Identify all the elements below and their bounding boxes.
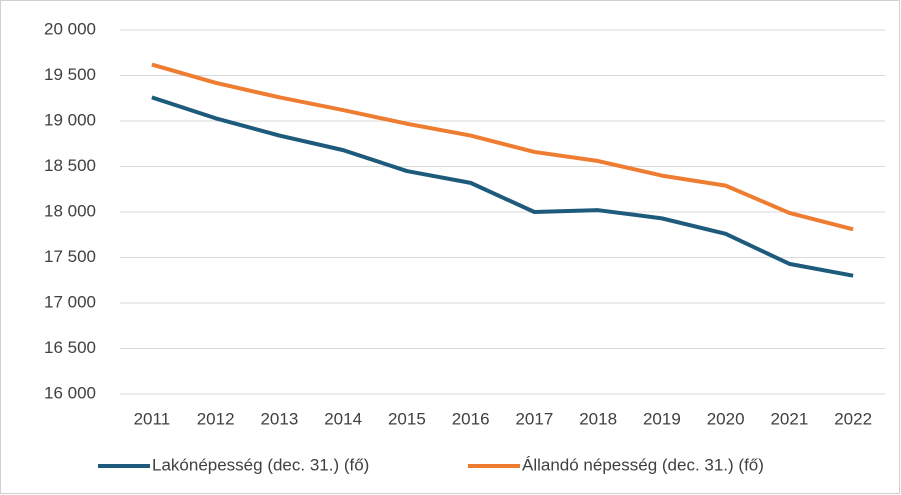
x-tick-label: 2014 bbox=[324, 409, 362, 428]
y-tick-label: 20 000 bbox=[44, 19, 96, 38]
x-tick-label: 2011 bbox=[134, 409, 171, 428]
y-tick-label: 16 000 bbox=[44, 383, 96, 402]
legend-label: Állandó népesség (dec. 31.) (fő) bbox=[522, 455, 764, 474]
series-line bbox=[151, 62, 854, 232]
x-tick-label: 2012 bbox=[197, 409, 235, 428]
x-tick-label: 2019 bbox=[643, 409, 681, 428]
x-tick-label: 2021 bbox=[770, 409, 808, 428]
y-tick-label: 16 500 bbox=[44, 338, 96, 357]
y-tick-label: 18 500 bbox=[44, 156, 96, 175]
x-tick-label: 2015 bbox=[388, 409, 426, 428]
y-tick-label: 17 000 bbox=[44, 292, 96, 311]
y-tick-label: 18 000 bbox=[44, 201, 96, 220]
y-tick-label: 17 500 bbox=[44, 247, 96, 266]
x-tick-label: 2013 bbox=[260, 409, 298, 428]
x-tick-label: 2017 bbox=[515, 409, 553, 428]
x-tick-label: 2018 bbox=[579, 409, 617, 428]
legend-label: Lakónépesség (dec. 31.) (fő) bbox=[152, 455, 369, 474]
y-tick-label: 19 000 bbox=[44, 110, 96, 129]
x-tick-label: 2022 bbox=[834, 409, 872, 428]
x-tick-label: 2020 bbox=[707, 409, 745, 428]
x-tick-label: 2016 bbox=[452, 409, 490, 428]
series-line bbox=[151, 95, 854, 278]
y-tick-label: 19 500 bbox=[44, 65, 96, 84]
